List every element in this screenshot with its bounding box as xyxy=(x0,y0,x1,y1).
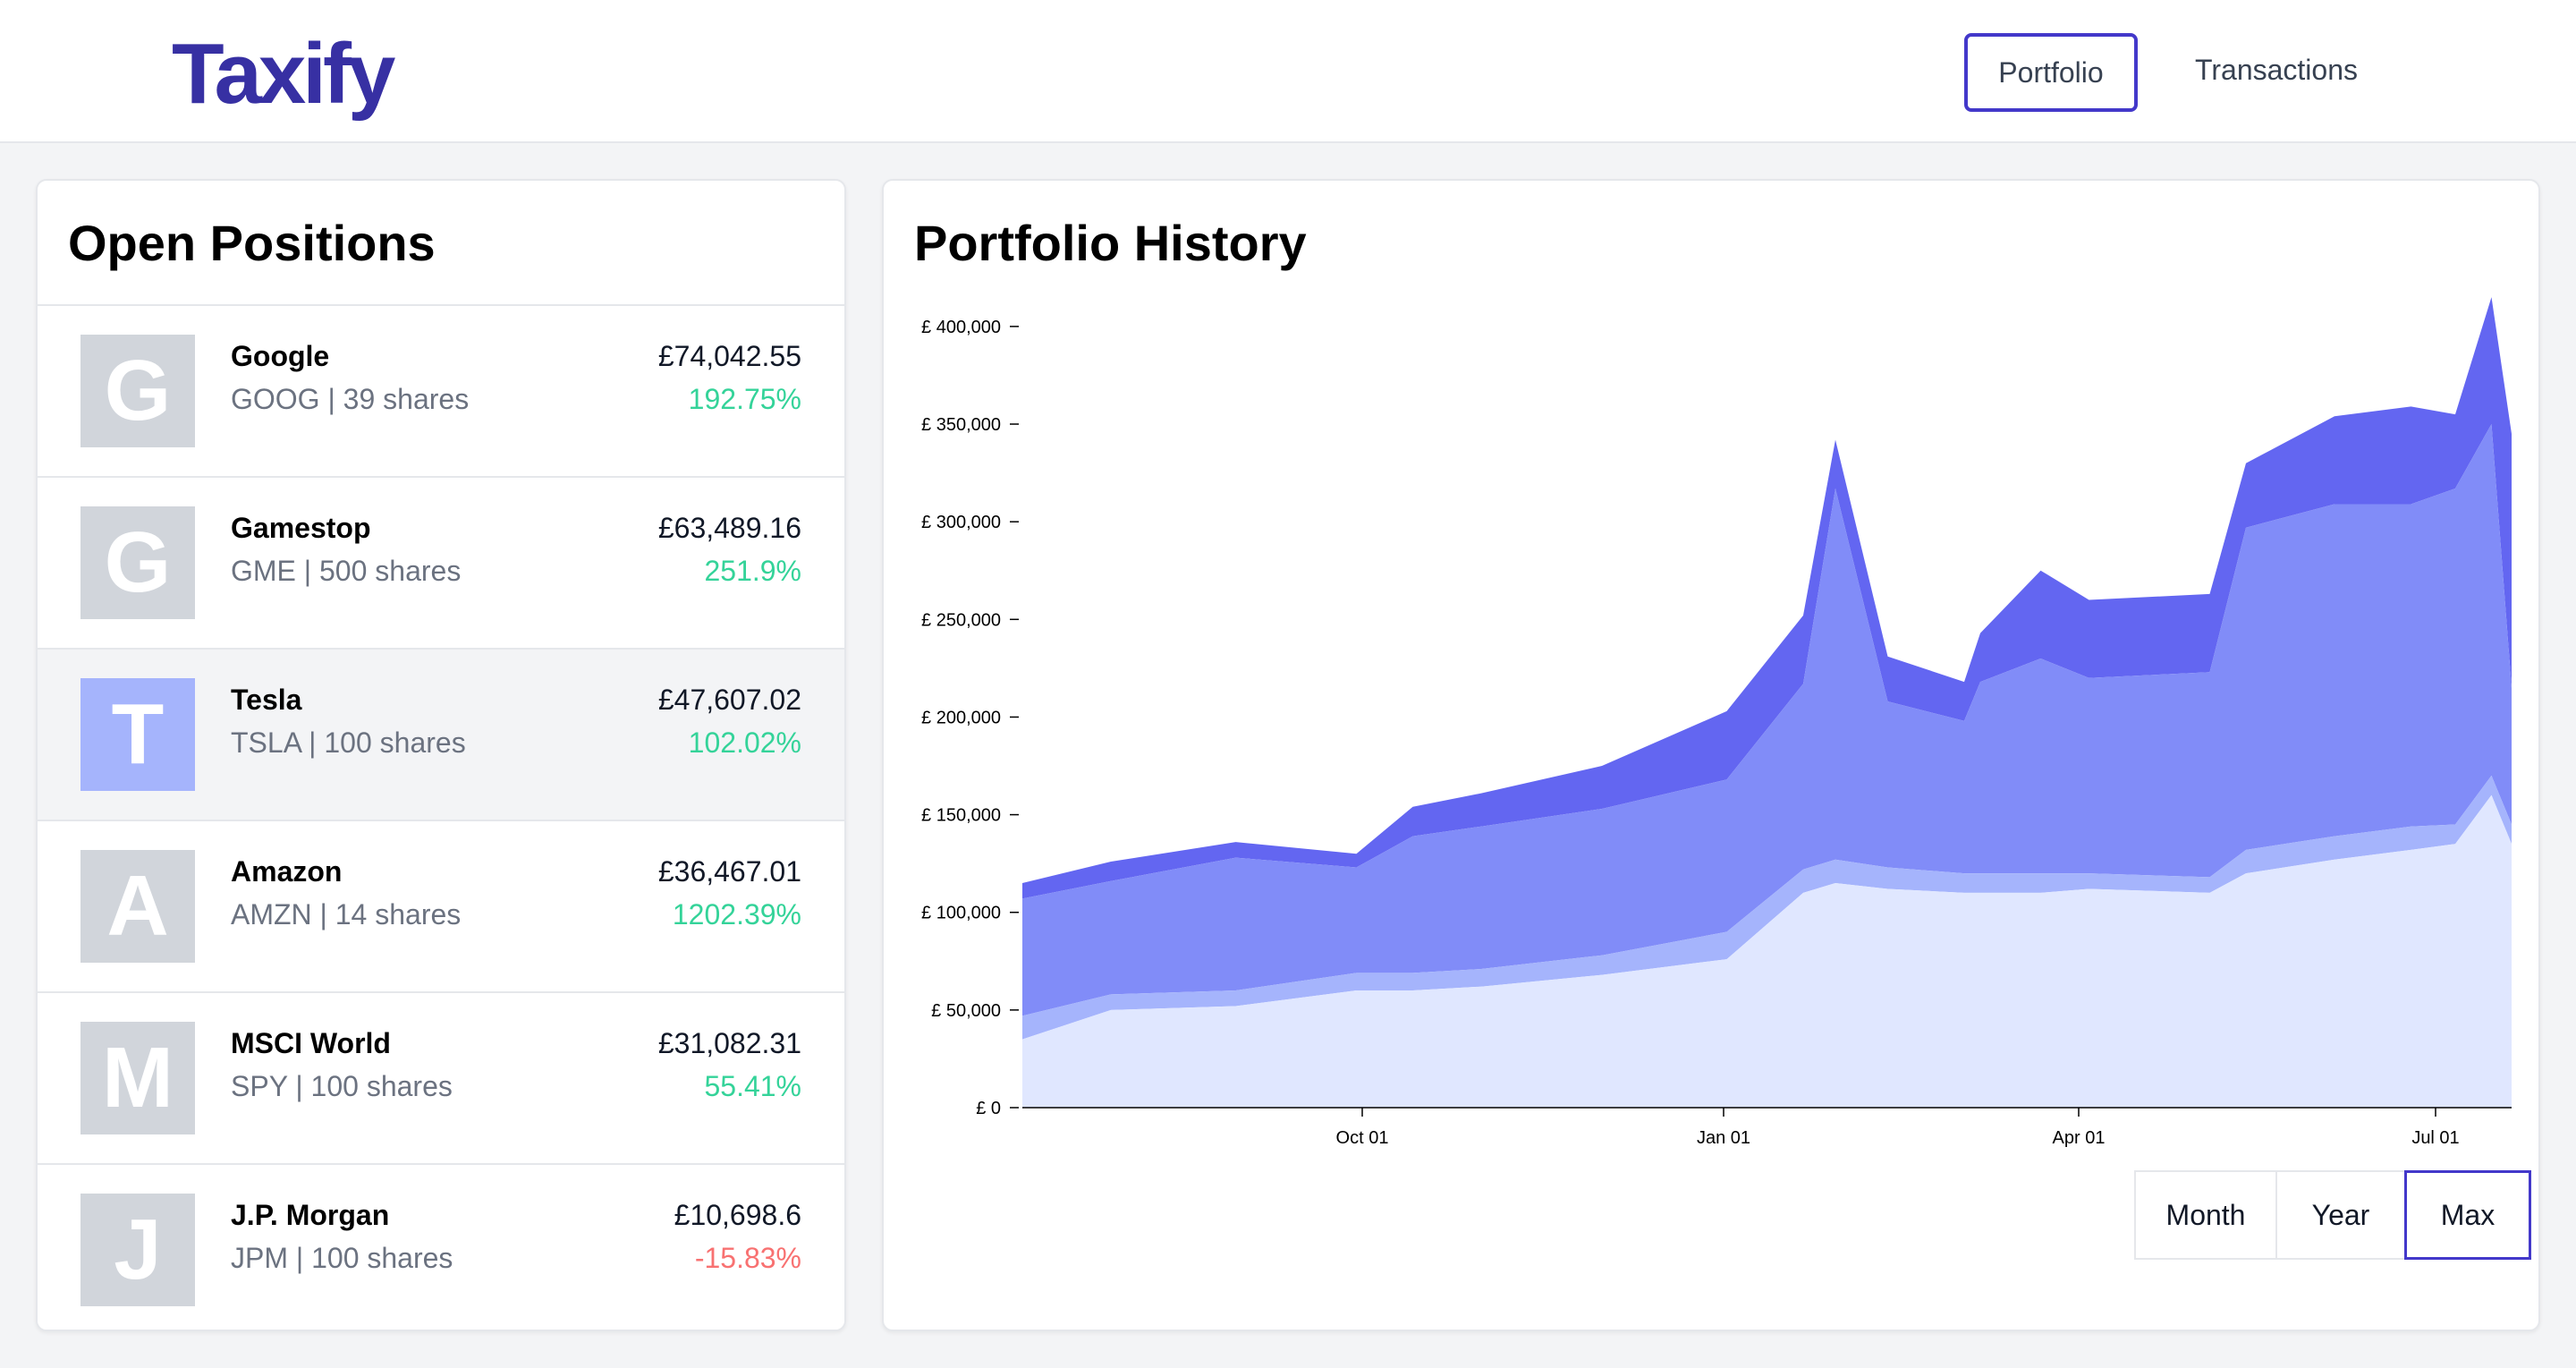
portfolio-history-title: Portfolio History xyxy=(914,215,1307,271)
position-change: -15.83% xyxy=(694,1242,801,1274)
range-max-button[interactable]: Max xyxy=(2404,1170,2531,1260)
nav-transactions-link[interactable]: Transactions xyxy=(2195,53,2358,86)
series-area-mid xyxy=(1022,424,2512,1016)
open-positions-title: Open Positions xyxy=(68,215,436,271)
top-navbar: Taxify Portfolio Transactions xyxy=(0,0,2576,143)
position-row-google[interactable]: G Google GOOG | 39 shares £74,042.55 192.75% xyxy=(38,304,844,476)
position-avatar: G xyxy=(80,335,195,447)
position-name: Gamestop xyxy=(231,512,371,544)
position-avatar: T xyxy=(80,678,195,791)
position-ticker-shares: TSLA | 100 shares xyxy=(231,726,466,759)
position-avatar: J xyxy=(80,1194,195,1306)
position-change: 55.41% xyxy=(704,1070,801,1102)
position-value: £47,607.02 xyxy=(657,684,801,716)
position-change: 1202.39% xyxy=(672,898,801,930)
position-name: J.P. Morgan xyxy=(231,1199,390,1231)
portfolio-history-chart: £ 0 £ 50,000 £ 100,000 £ 150,000 £ 200,000 £ … xyxy=(921,297,2512,1148)
app-logo[interactable]: Taxify xyxy=(172,26,395,122)
series-area-low xyxy=(1022,775,2512,1040)
position-change: 192.75% xyxy=(688,383,801,415)
position-avatar: G xyxy=(80,506,195,619)
y-tick-label: £ 50,000 xyxy=(931,1001,1001,1021)
position-ticker-shares: GME | 500 shares xyxy=(231,555,462,587)
x-tick-label: Jan 01 xyxy=(1697,1128,1750,1148)
position-row-gamestop[interactable]: G Gamestop GME | 500 shares £63,489.16 251.9… xyxy=(38,476,844,648)
position-row-msci-world[interactable]: M MSCI World SPY | 100 shares £31,082.31 55.… xyxy=(38,991,844,1163)
range-year-button[interactable]: Year xyxy=(2275,1170,2406,1260)
y-tick-label: £ 300,000 xyxy=(921,513,1001,532)
y-tick-label: £ 400,000 xyxy=(921,318,1001,337)
range-selector: Month Year Max xyxy=(2134,1170,2531,1260)
position-avatar: M xyxy=(80,1022,195,1134)
y-tick-label: £ 0 xyxy=(976,1099,1001,1118)
y-tick-label: £ 200,000 xyxy=(921,708,1001,727)
position-row-j-p-morgan[interactable]: J J.P. Morgan JPM | 100 shares £10,698.6 -15… xyxy=(38,1163,844,1330)
series-area-base xyxy=(1022,794,2512,1108)
series-area-top xyxy=(1022,297,2512,899)
portfolio-history-panel: Portfolio History £ 0 £ 50,000 £ 100,000 £ … xyxy=(882,179,2540,1331)
x-tick-label: Oct 01 xyxy=(1336,1128,1389,1148)
position-row-amazon[interactable]: A Amazon AMZN | 14 shares £36,467.01 1202.39… xyxy=(38,820,844,991)
position-change: 251.9% xyxy=(704,555,801,587)
position-name: MSCI World xyxy=(231,1027,391,1059)
range-month-button[interactable]: Month xyxy=(2134,1170,2277,1260)
position-ticker-shares: SPY | 100 shares xyxy=(231,1070,453,1102)
y-tick-label: £ 350,000 xyxy=(921,415,1001,435)
position-row-tesla[interactable]: T Tesla TSLA | 100 shares £47,607.02 102.02% xyxy=(38,648,844,820)
position-name: Google xyxy=(231,340,330,372)
x-tick-label: Apr 01 xyxy=(2053,1128,2106,1148)
nav-portfolio-button[interactable]: Portfolio xyxy=(1964,33,2138,112)
position-ticker-shares: GOOG | 39 shares xyxy=(231,383,470,415)
positions-list: G Google GOOG | 39 shares £74,042.55 192.75%… xyxy=(38,304,844,1330)
position-ticker-shares: JPM | 100 shares xyxy=(231,1242,453,1274)
position-ticker-shares: AMZN | 14 shares xyxy=(231,898,462,930)
open-positions-panel: Open Positions G Google GOOG | 39 shares £7… xyxy=(36,179,846,1331)
y-tick-label: £ 250,000 xyxy=(921,610,1001,630)
position-change: 102.02% xyxy=(688,726,801,759)
y-tick-label: £ 100,000 xyxy=(921,904,1001,923)
position-value: £10,698.6 xyxy=(674,1199,801,1231)
position-value: £63,489.16 xyxy=(657,512,801,544)
position-name: Amazon xyxy=(231,855,343,888)
x-tick-label: Jul 01 xyxy=(2411,1128,2459,1148)
position-value: £31,082.31 xyxy=(657,1027,801,1059)
position-avatar: A xyxy=(80,850,195,963)
y-tick-label: £ 150,000 xyxy=(921,806,1001,826)
position-value: £36,467.01 xyxy=(657,855,801,888)
position-name: Tesla xyxy=(231,684,302,716)
position-value: £74,042.55 xyxy=(657,340,801,372)
